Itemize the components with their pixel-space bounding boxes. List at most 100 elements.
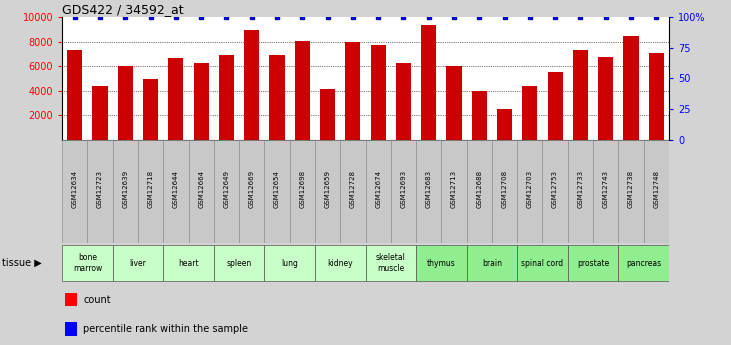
Bar <box>213 140 239 243</box>
Text: GSM12753: GSM12753 <box>552 170 558 208</box>
Bar <box>289 140 315 243</box>
Bar <box>442 140 466 243</box>
Bar <box>189 140 213 243</box>
Text: GSM12743: GSM12743 <box>602 170 609 208</box>
Bar <box>118 66 133 140</box>
Bar <box>518 245 568 281</box>
Bar <box>648 53 664 140</box>
Bar <box>568 140 593 243</box>
Bar <box>593 140 618 243</box>
Bar <box>421 25 436 140</box>
Text: GSM12674: GSM12674 <box>375 170 381 208</box>
Bar <box>522 86 537 140</box>
Text: liver: liver <box>129 258 146 268</box>
Bar <box>219 55 234 140</box>
Bar <box>618 140 643 243</box>
Bar <box>598 57 613 140</box>
Text: bone
marrow: bone marrow <box>73 253 102 273</box>
Text: GSM12693: GSM12693 <box>401 170 406 208</box>
Text: GSM12733: GSM12733 <box>577 170 583 208</box>
Text: GSM12738: GSM12738 <box>628 170 634 208</box>
Text: GSM12659: GSM12659 <box>325 170 330 208</box>
Text: GSM12683: GSM12683 <box>425 170 432 208</box>
Text: prostate: prostate <box>577 258 609 268</box>
Text: GSM12703: GSM12703 <box>527 170 533 208</box>
Bar <box>345 42 360 140</box>
Bar <box>497 109 512 140</box>
Bar <box>416 140 442 243</box>
Bar <box>624 36 638 140</box>
Text: GSM12649: GSM12649 <box>224 170 230 208</box>
Text: GSM12669: GSM12669 <box>249 170 254 208</box>
Text: GSM12718: GSM12718 <box>148 170 154 208</box>
Bar <box>315 140 340 243</box>
Bar <box>244 30 260 140</box>
Bar <box>65 322 77 336</box>
Bar <box>618 245 669 281</box>
Text: tissue ▶: tissue ▶ <box>2 258 42 268</box>
Bar <box>265 245 315 281</box>
Bar <box>65 293 77 306</box>
Bar <box>542 140 568 243</box>
Bar <box>113 245 163 281</box>
Bar <box>270 55 284 140</box>
Text: GDS422 / 34592_at: GDS422 / 34592_at <box>62 3 183 16</box>
Bar <box>395 62 411 140</box>
Bar <box>573 50 588 140</box>
Bar <box>239 140 265 243</box>
Text: spleen: spleen <box>227 258 251 268</box>
Text: GSM12634: GSM12634 <box>72 170 77 208</box>
Bar <box>643 140 669 243</box>
Bar <box>471 91 487 140</box>
Bar <box>416 245 466 281</box>
Text: GSM12654: GSM12654 <box>274 170 280 208</box>
Text: GSM12688: GSM12688 <box>477 170 482 208</box>
Bar <box>320 89 335 140</box>
Bar <box>163 245 213 281</box>
Text: kidney: kidney <box>327 258 353 268</box>
Bar <box>62 245 113 281</box>
Bar <box>391 140 416 243</box>
Bar <box>213 245 265 281</box>
Bar <box>143 79 158 140</box>
Bar <box>568 245 618 281</box>
Bar <box>492 140 518 243</box>
Bar <box>447 66 461 140</box>
Text: thymus: thymus <box>427 258 455 268</box>
Text: GSM12723: GSM12723 <box>97 170 103 208</box>
Text: spinal cord: spinal cord <box>521 258 564 268</box>
Bar <box>113 140 138 243</box>
Bar <box>88 140 113 243</box>
Text: percentile rank within the sample: percentile rank within the sample <box>83 324 249 334</box>
Bar <box>295 41 310 140</box>
Text: GSM12713: GSM12713 <box>451 170 457 208</box>
Text: count: count <box>83 295 111 305</box>
Text: GSM12698: GSM12698 <box>299 170 306 208</box>
Bar <box>138 140 163 243</box>
Bar <box>366 245 416 281</box>
Text: GSM12728: GSM12728 <box>350 170 356 208</box>
Bar <box>315 245 366 281</box>
Bar <box>366 140 391 243</box>
Text: GSM12708: GSM12708 <box>501 170 507 208</box>
Bar <box>548 72 563 140</box>
Bar <box>340 140 366 243</box>
Text: GSM12664: GSM12664 <box>198 170 204 208</box>
Bar <box>67 50 83 140</box>
Bar <box>62 140 88 243</box>
Text: GSM12644: GSM12644 <box>173 170 179 208</box>
Bar <box>92 86 107 140</box>
Text: heart: heart <box>178 258 199 268</box>
Bar <box>371 46 386 140</box>
Text: brain: brain <box>482 258 502 268</box>
Bar <box>265 140 289 243</box>
Bar <box>518 140 542 243</box>
Bar <box>163 140 189 243</box>
Text: pancreas: pancreas <box>626 258 661 268</box>
Bar <box>168 58 183 140</box>
Text: lung: lung <box>281 258 298 268</box>
Text: skeletal
muscle: skeletal muscle <box>376 253 406 273</box>
Bar <box>466 245 518 281</box>
Text: GSM12639: GSM12639 <box>122 170 129 208</box>
Bar <box>466 140 492 243</box>
